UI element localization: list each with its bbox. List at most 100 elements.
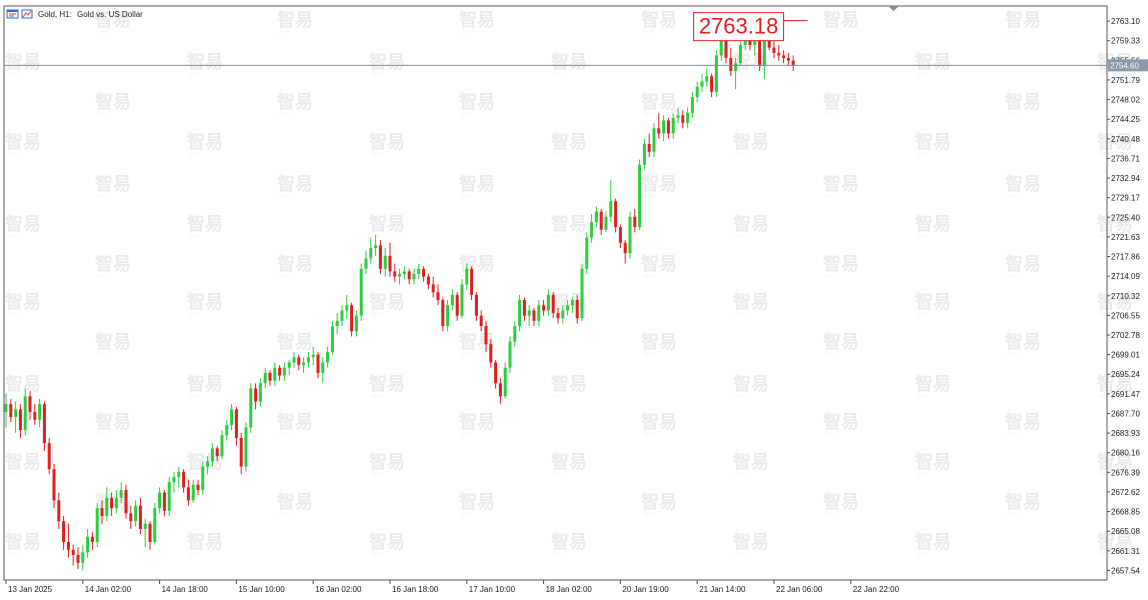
candle[interactable] bbox=[350, 302, 354, 337]
candle[interactable] bbox=[671, 112, 675, 139]
candle[interactable] bbox=[28, 391, 32, 420]
candle[interactable] bbox=[556, 307, 560, 324]
candle[interactable] bbox=[455, 292, 459, 321]
candle[interactable] bbox=[186, 479, 190, 506]
candle[interactable] bbox=[42, 401, 46, 451]
candle[interactable] bbox=[340, 305, 344, 327]
candle[interactable] bbox=[244, 422, 248, 472]
candle[interactable] bbox=[527, 305, 531, 327]
candle[interactable] bbox=[134, 500, 138, 527]
candle[interactable] bbox=[460, 279, 464, 319]
candle[interactable] bbox=[508, 336, 512, 373]
candle[interactable] bbox=[734, 58, 738, 90]
candle[interactable] bbox=[52, 463, 56, 509]
candle[interactable] bbox=[450, 289, 454, 311]
price-axis[interactable]: 2763.102759.332755.562751.792748.022744.… bbox=[1107, 17, 1140, 575]
candle[interactable] bbox=[273, 362, 277, 386]
candle[interactable] bbox=[321, 357, 325, 384]
candle[interactable] bbox=[762, 34, 766, 79]
candle[interactable] bbox=[388, 242, 392, 277]
candle[interactable] bbox=[470, 266, 474, 301]
candle[interactable] bbox=[57, 492, 61, 530]
candle[interactable] bbox=[647, 133, 651, 157]
candle[interactable] bbox=[311, 346, 315, 366]
candle[interactable] bbox=[618, 224, 622, 248]
candle[interactable] bbox=[446, 300, 450, 332]
candle[interactable] bbox=[258, 378, 262, 407]
candle[interactable] bbox=[772, 39, 776, 59]
candle[interactable] bbox=[124, 484, 128, 519]
candle[interactable] bbox=[254, 383, 258, 410]
candle[interactable] bbox=[90, 531, 94, 550]
candle[interactable] bbox=[705, 68, 709, 87]
candle[interactable] bbox=[398, 268, 402, 285]
candle[interactable] bbox=[234, 406, 238, 446]
candle[interactable] bbox=[62, 515, 66, 550]
candle[interactable] bbox=[786, 52, 790, 66]
candle[interactable] bbox=[9, 398, 13, 423]
candle[interactable] bbox=[465, 263, 469, 290]
candle[interactable] bbox=[676, 107, 680, 124]
candle[interactable] bbox=[518, 294, 522, 332]
candle[interactable] bbox=[542, 300, 546, 316]
bar-chart-icon[interactable] bbox=[21, 9, 33, 19]
candle[interactable] bbox=[138, 497, 142, 535]
candle[interactable] bbox=[278, 365, 282, 381]
candle[interactable] bbox=[666, 117, 670, 139]
candle[interactable] bbox=[230, 404, 234, 431]
candle[interactable] bbox=[268, 370, 272, 386]
candle[interactable] bbox=[114, 489, 118, 514]
candle[interactable] bbox=[652, 123, 656, 157]
candle[interactable] bbox=[359, 263, 363, 321]
candle[interactable] bbox=[143, 518, 147, 548]
candle[interactable] bbox=[287, 359, 291, 376]
candle[interactable] bbox=[402, 266, 406, 280]
candle[interactable] bbox=[282, 362, 286, 381]
candle[interactable] bbox=[330, 320, 334, 355]
time-axis[interactable]: 13 Jan 2025 14 Jan 02:00 14 Jan 18:00 15 Ja… bbox=[5, 580, 900, 594]
candle[interactable] bbox=[47, 437, 51, 475]
candle[interactable] bbox=[561, 305, 565, 324]
candle[interactable] bbox=[249, 383, 253, 433]
candle[interactable] bbox=[522, 297, 526, 321]
candle[interactable] bbox=[513, 320, 517, 347]
candle[interactable] bbox=[66, 523, 70, 558]
candle[interactable] bbox=[14, 401, 18, 433]
candle[interactable] bbox=[316, 352, 320, 379]
candle[interactable] bbox=[172, 471, 176, 493]
candle[interactable] bbox=[614, 198, 618, 233]
candle[interactable] bbox=[158, 487, 162, 514]
candle[interactable] bbox=[628, 211, 632, 259]
candle[interactable] bbox=[297, 354, 301, 371]
candle[interactable] bbox=[162, 489, 166, 516]
candle[interactable] bbox=[700, 73, 704, 92]
candle[interactable] bbox=[623, 240, 627, 264]
candle[interactable] bbox=[426, 274, 430, 290]
candle[interactable] bbox=[206, 456, 210, 475]
candle[interactable] bbox=[710, 73, 714, 98]
candle[interactable] bbox=[537, 300, 541, 327]
candle[interactable] bbox=[714, 50, 718, 98]
candle[interactable] bbox=[335, 313, 339, 334]
candle[interactable] bbox=[431, 276, 435, 298]
candle[interactable] bbox=[580, 263, 584, 321]
candle[interactable] bbox=[690, 91, 694, 118]
candle[interactable] bbox=[105, 487, 109, 522]
candle[interactable] bbox=[215, 445, 219, 462]
candle[interactable] bbox=[546, 289, 550, 316]
candle[interactable] bbox=[369, 237, 373, 264]
candle[interactable] bbox=[378, 240, 382, 275]
window-icon[interactable] bbox=[6, 9, 19, 19]
candle[interactable] bbox=[100, 500, 104, 524]
candle[interactable] bbox=[95, 502, 99, 548]
candle[interactable] bbox=[4, 393, 8, 428]
candle[interactable] bbox=[167, 476, 171, 516]
candle[interactable] bbox=[729, 47, 733, 77]
candle[interactable] bbox=[412, 268, 416, 285]
candle[interactable] bbox=[436, 284, 440, 306]
candle[interactable] bbox=[417, 263, 421, 280]
candle[interactable] bbox=[599, 208, 603, 235]
candle[interactable] bbox=[119, 482, 123, 503]
candle[interactable] bbox=[33, 404, 37, 425]
